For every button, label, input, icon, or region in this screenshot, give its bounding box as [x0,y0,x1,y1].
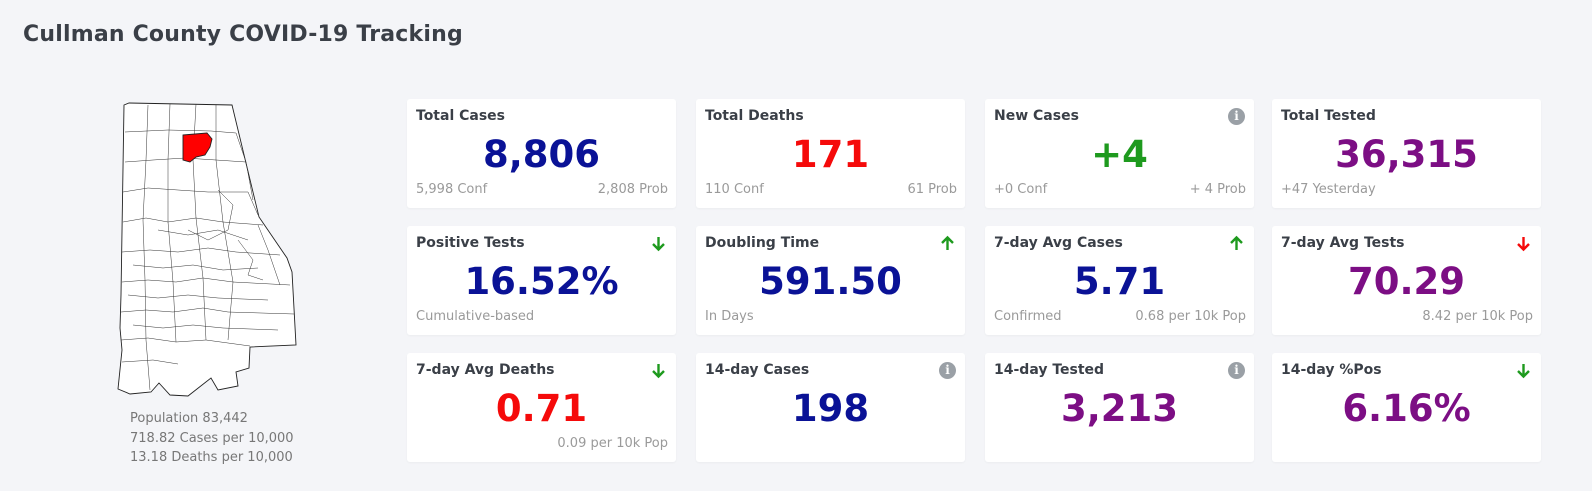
card-sub-left: 5,998 Conf [416,182,488,197]
card-new-cases: New Cases i +4 +0 Conf + 4 Prob [985,99,1254,208]
card-sub-right: 2,808 Prob [597,182,668,197]
card-sub-right: 8.42 per 10k Pop [1422,309,1533,324]
card-sub-left: Confirmed [994,309,1062,324]
map-svg [117,102,297,397]
arrow-down-icon [652,364,665,379]
card-14day-cases: 14-day Cases i 198 [696,353,965,462]
card-total-cases: Total Cases 8,806 5,998 Conf 2,808 Prob [407,99,676,208]
info-icon[interactable]: i [939,362,956,379]
card-total-tested: Total Tested 36,315 +47 Yesterday [1272,99,1541,208]
card-sub-right: 0.09 per 10k Pop [557,436,668,451]
card-value: 6.16% [1342,387,1471,430]
deaths-rate-text: 13.18 Deaths per 10,000 [130,450,293,465]
card-label: Total Cases [416,108,506,124]
card-7day-avg-cases: 7-day Avg Cases 5.71 Confirmed 0.68 per … [985,226,1254,335]
card-7day-avg-tests: 7-day Avg Tests 70.29 8.42 per 10k Pop [1272,226,1541,335]
card-value: 198 [791,387,870,430]
card-value: 16.52% [464,260,619,303]
card-label: 14-day Cases [705,362,810,378]
card-value: 5.71 [1073,260,1166,303]
card-value: 0.71 [495,387,588,430]
card-label: 7-day Avg Deaths [416,362,555,378]
card-value: 8,806 [482,133,601,176]
alabama-county-map[interactable] [108,100,303,400]
card-label: Total Tested [1281,108,1376,124]
arrow-down-icon [1517,237,1530,252]
arrow-up-icon [1230,235,1243,250]
card-value: 36,315 [1335,133,1478,176]
card-positive-tests: Positive Tests 16.52% Cumulative-based [407,226,676,335]
card-value: 70.29 [1347,260,1466,303]
card-sub-left: Cumulative-based [416,309,535,324]
card-sub-left: In Days [705,309,754,324]
card-label: 14-day Tested [994,362,1105,378]
card-label: 14-day %Pos [1281,362,1382,378]
card-value: +4 [1091,133,1148,176]
info-icon[interactable]: i [1228,108,1245,125]
card-sub-left: +0 Conf [994,182,1048,197]
info-icon[interactable]: i [1228,362,1245,379]
card-label: 7-day Avg Tests [1281,235,1405,251]
page-title: Cullman County COVID-19 Tracking [23,22,463,47]
cases-rate-text: 718.82 Cases per 10,000 [130,430,294,446]
card-sub-right: + 4 Prob [1189,182,1246,197]
card-sub-right: 61 Prob [907,182,957,197]
card-sub-left: +47 Yesterday [1281,182,1376,197]
county-stats: Population 83,442 718.82 Cases per 10,00… [130,409,294,468]
card-sub-right: 0.68 per 10k Pop [1135,309,1246,324]
card-label: Total Deaths [705,108,804,124]
card-value: 171 [791,133,870,176]
arrow-down-icon [1517,364,1530,379]
card-doubling-time: Doubling Time 591.50 In Days [696,226,965,335]
arrow-up-icon [941,235,954,250]
card-label: Doubling Time [705,235,820,251]
cullman-county-highlight[interactable] [182,132,213,163]
card-14day-pos: 14-day %Pos 6.16% [1272,353,1541,462]
card-14day-tested: 14-day Tested i 3,213 [985,353,1254,462]
card-label: Positive Tests [416,235,525,251]
card-label: New Cases [994,108,1079,124]
arrow-down-icon [652,237,665,252]
card-value: 3,213 [1060,387,1179,430]
population-text: Population 83,442 [130,411,248,426]
card-7day-avg-deaths: 7-day Avg Deaths 0.71 0.09 per 10k Pop [407,353,676,462]
card-label: 7-day Avg Cases [994,235,1123,251]
card-value: 591.50 [759,260,902,303]
card-sub-left: 110 Conf [705,182,764,197]
card-total-deaths: Total Deaths 171 110 Conf 61 Prob [696,99,965,208]
